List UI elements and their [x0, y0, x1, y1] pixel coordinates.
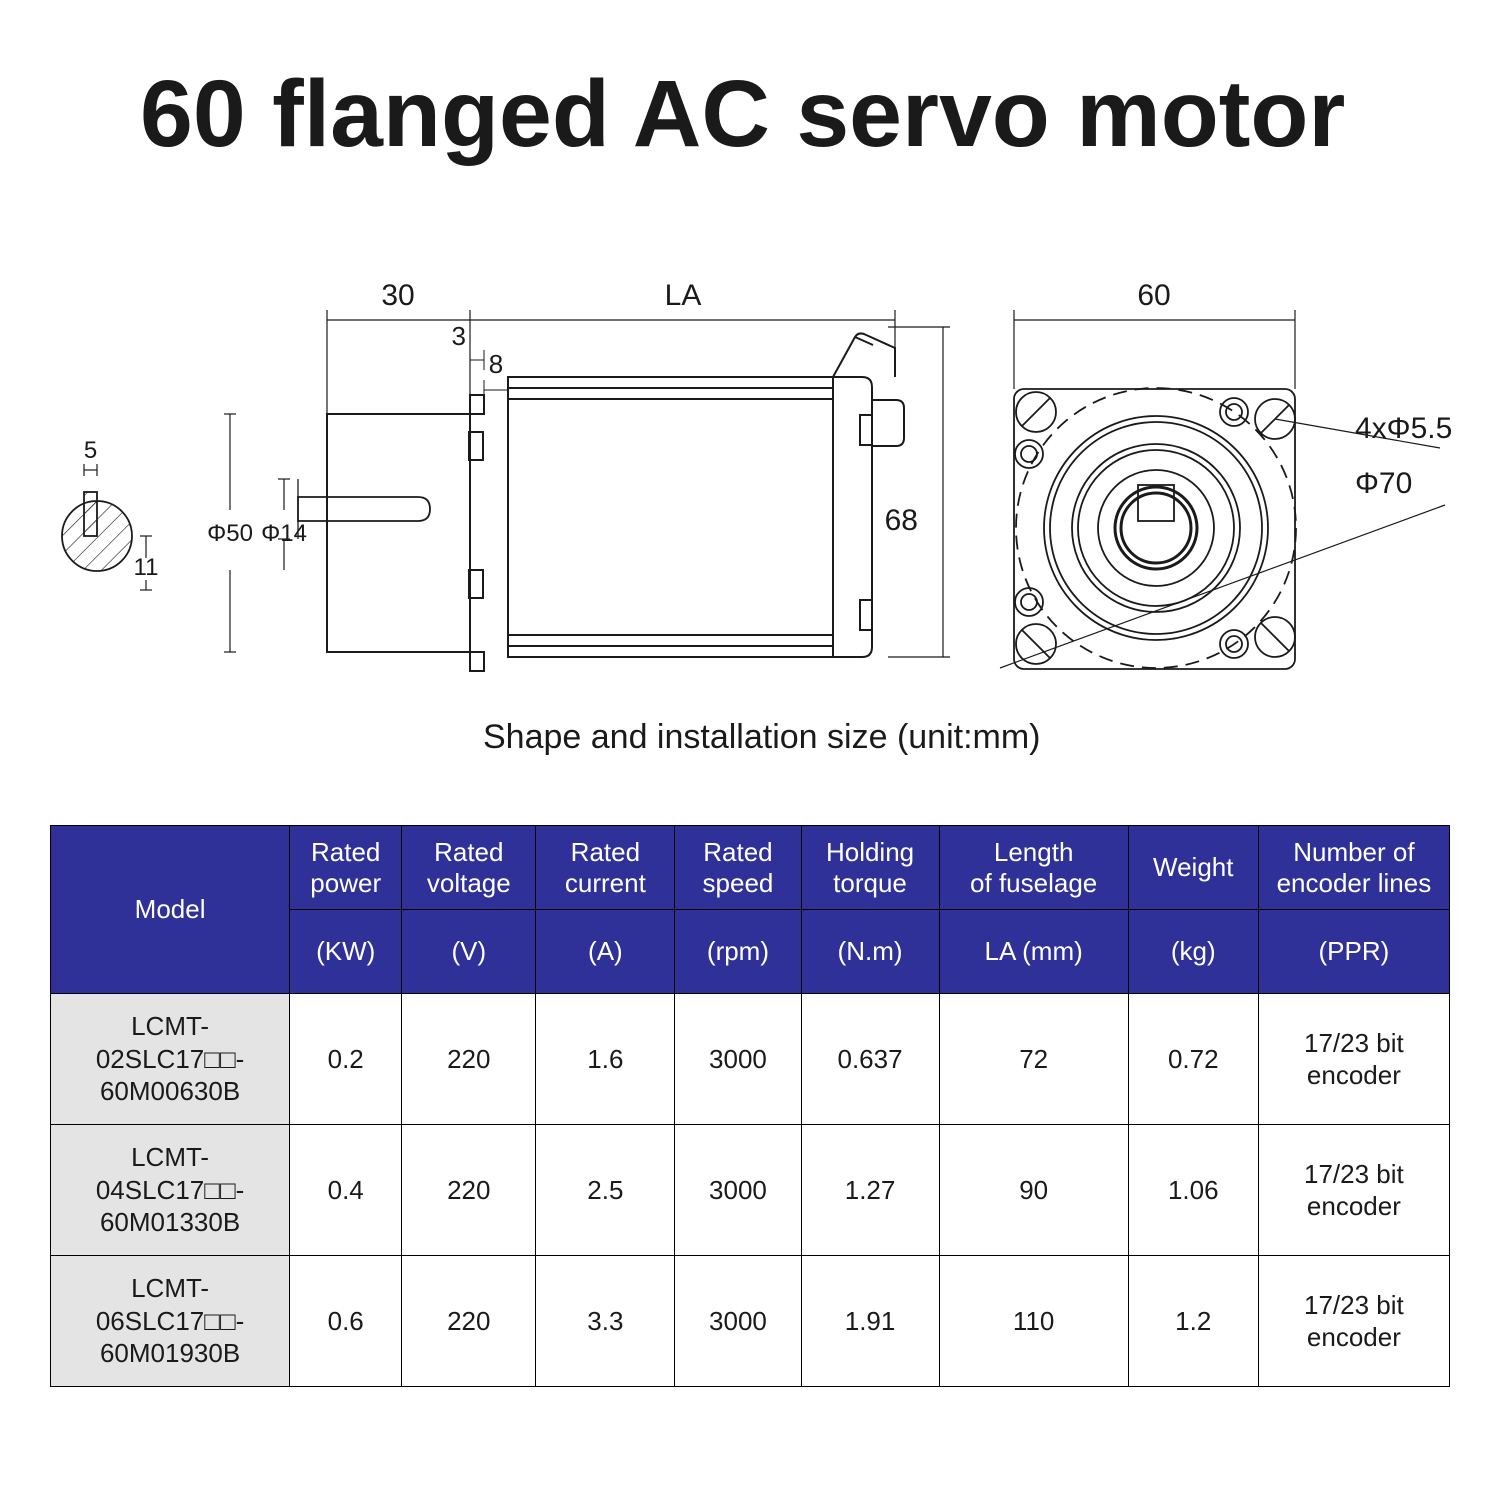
svg-text:30: 30 [381, 279, 414, 312]
svg-text:Φ70: Φ70 [1355, 467, 1412, 500]
svg-text:8: 8 [489, 349, 503, 379]
svg-text:LA: LA [665, 279, 702, 312]
svg-text:68: 68 [885, 504, 918, 537]
svg-text:Φ50: Φ50 [207, 520, 253, 547]
svg-text:11: 11 [134, 554, 159, 581]
svg-text:3: 3 [452, 321, 466, 351]
svg-text:5: 5 [84, 437, 97, 464]
svg-text:4xΦ5.5: 4xΦ5.5 [1355, 412, 1452, 445]
svg-text:Φ14: Φ14 [261, 520, 307, 547]
svg-text:60: 60 [1137, 279, 1170, 312]
